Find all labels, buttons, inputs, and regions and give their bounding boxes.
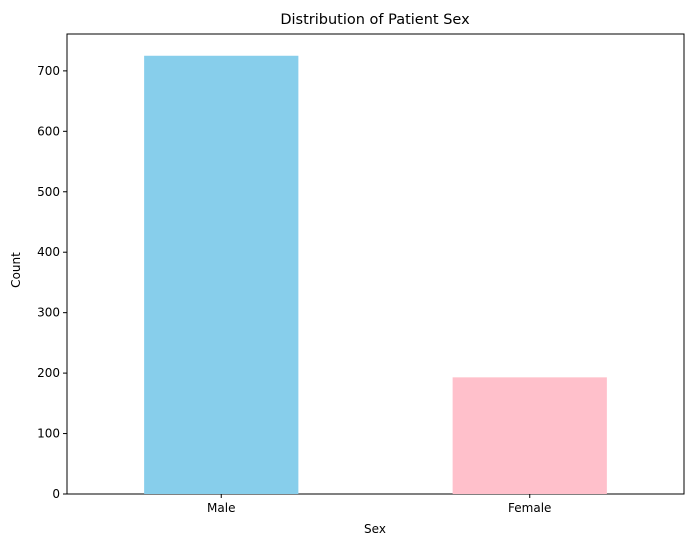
y-tick-label: 700 xyxy=(37,64,60,78)
bar-male xyxy=(144,55,299,495)
y-axis-ticks: 0 100 200 300 400 500 600 700 xyxy=(37,64,67,501)
y-tick-label: 500 xyxy=(37,185,60,199)
y-tick-label: 0 xyxy=(52,487,60,501)
bars-group xyxy=(144,55,607,495)
bar-female xyxy=(452,377,607,494)
y-tick-label: 300 xyxy=(37,306,60,320)
y-tick-label: 200 xyxy=(37,366,60,380)
x-tick-label-male: Male xyxy=(207,501,235,515)
y-axis-title: Count xyxy=(9,252,23,288)
plot-area xyxy=(66,33,685,495)
y-tick-label: 100 xyxy=(37,427,60,441)
plot-frame xyxy=(66,33,685,495)
y-tick-label: 600 xyxy=(37,124,60,138)
x-axis-ticks: Male Female xyxy=(207,494,551,515)
y-tick-label: 400 xyxy=(37,245,60,259)
x-axis-title: Sex xyxy=(364,522,386,536)
chart-title: Distribution of Patient Sex xyxy=(280,12,470,28)
x-tick-label-female: Female xyxy=(508,501,551,515)
